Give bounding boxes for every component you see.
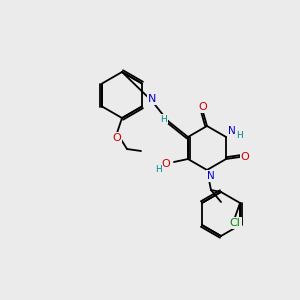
Text: O: O <box>112 133 122 143</box>
Text: N: N <box>207 171 215 181</box>
Text: O: O <box>241 152 249 162</box>
Text: H: H <box>156 164 162 173</box>
Text: N: N <box>148 94 156 104</box>
Text: N: N <box>228 126 236 136</box>
Text: H: H <box>160 115 167 124</box>
Text: O: O <box>199 102 207 112</box>
Text: O: O <box>162 159 170 169</box>
Text: H: H <box>236 130 242 140</box>
Text: Cl: Cl <box>230 218 241 228</box>
